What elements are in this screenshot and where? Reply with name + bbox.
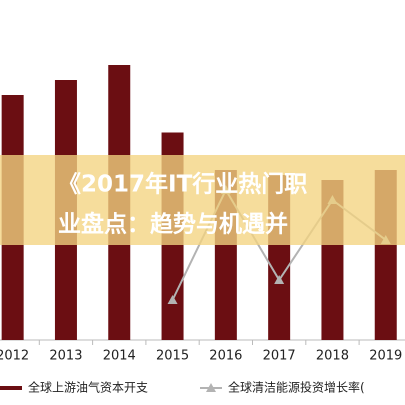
banner-title-line: 《2017年IT行业热门职 (58, 171, 307, 198)
legend-label: 全球清洁能源投资增长率( (228, 380, 365, 395)
legend-label: 全球上游油气资本开支 (28, 380, 148, 395)
x-tick-label: 2012 (0, 349, 29, 364)
title-banner (0, 155, 405, 245)
x-tick-label: 2018 (316, 349, 349, 364)
x-tick-label: 2015 (156, 349, 189, 364)
x-tick-label: 2019 (369, 349, 402, 364)
x-tick-label: 2013 (49, 349, 82, 364)
banner-title-line: 业盘点：趋势与机遇并 (58, 211, 288, 238)
line-marker (274, 275, 285, 284)
x-tick-label: 2016 (209, 349, 242, 364)
x-tick-label: 2014 (103, 349, 136, 364)
x-tick-label: 2017 (263, 349, 296, 364)
legend: 全球上游油气资本开支 全球清洁能源投资增长率( (0, 380, 365, 395)
line-marker (167, 295, 178, 304)
legend-marker (206, 383, 216, 392)
